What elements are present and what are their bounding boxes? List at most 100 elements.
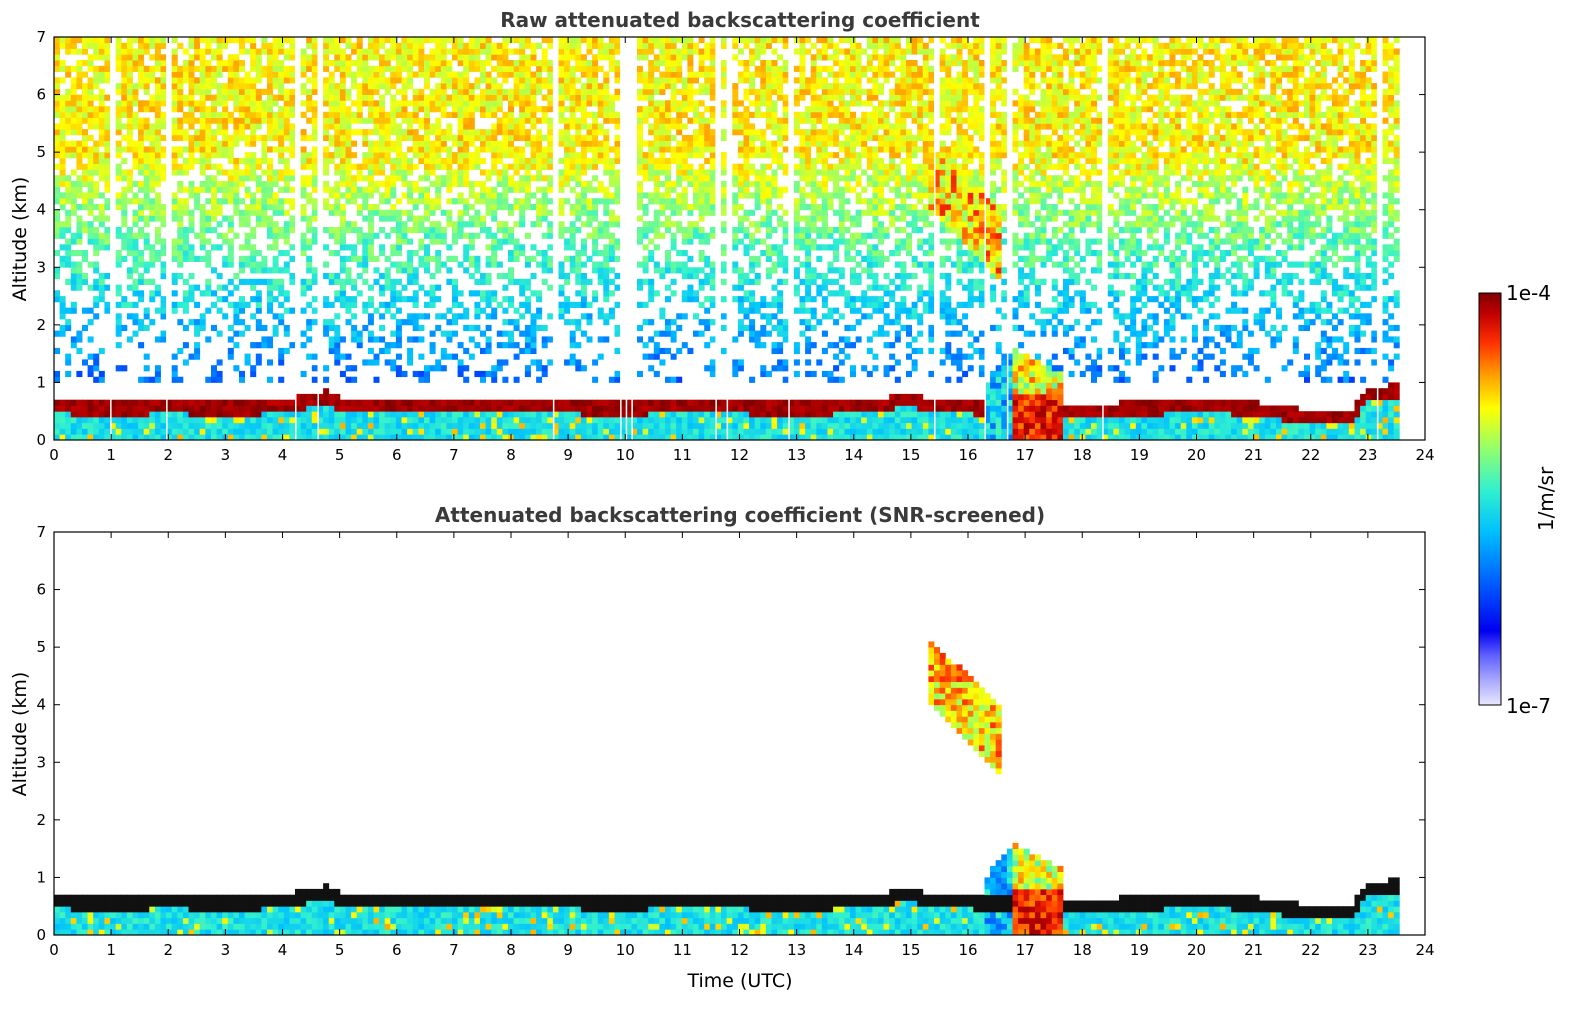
heatmap-cell: [138, 376, 145, 383]
heatmap-cell: [132, 301, 139, 308]
heatmap-cell: [435, 100, 442, 107]
heatmap-cell: [250, 123, 257, 130]
heatmap-cell: [485, 313, 492, 320]
heatmap-cell: [424, 192, 431, 199]
heatmap-cell: [65, 227, 72, 234]
heatmap-cell: [199, 319, 206, 326]
heatmap-cell: [194, 319, 201, 326]
heatmap-cell: [446, 100, 453, 107]
heatmap-cell: [670, 198, 677, 205]
heatmap-cell: [239, 434, 246, 441]
heatmap-cell: [138, 152, 145, 159]
heatmap-cell: [328, 324, 335, 332]
heatmap-cell: [76, 157, 83, 165]
heatmap-cell: [693, 411, 700, 418]
heatmap-cell: [59, 123, 66, 130]
heatmap-cell: [323, 301, 330, 308]
heatmap-cell: [603, 111, 610, 118]
heatmap-cell: [446, 134, 453, 142]
heatmap-cell: [463, 146, 470, 153]
heatmap-cell: [491, 42, 498, 49]
heatmap-cell: [205, 71, 212, 78]
heatmap-cell: [154, 290, 161, 297]
heatmap-cell: [407, 209, 414, 216]
heatmap-cell: [429, 146, 436, 153]
heatmap-cell: [171, 238, 178, 245]
heatmap-cell: [513, 278, 520, 285]
heatmap-cell: [328, 434, 335, 441]
heatmap-cell: [395, 100, 402, 107]
heatmap-cell: [502, 152, 509, 159]
heatmap-cell: [233, 77, 240, 84]
heatmap-cell: [524, 434, 531, 441]
heatmap-cell: [311, 129, 318, 136]
heatmap-cell: [345, 65, 352, 72]
heatmap-cell: [698, 227, 705, 234]
heatmap-cell: [637, 65, 644, 72]
heatmap-cell: [171, 405, 178, 412]
heatmap-cell: [250, 313, 257, 320]
heatmap-cell: [558, 422, 565, 429]
heatmap-cell: [424, 37, 431, 44]
heatmap-cell: [87, 134, 94, 142]
heatmap-cell: [541, 37, 548, 44]
heatmap-cell: [283, 267, 290, 274]
heatmap-cell: [311, 215, 318, 222]
heatmap-cell: [536, 129, 543, 136]
heatmap-cell: [154, 83, 161, 90]
heatmap-cell: [603, 227, 610, 234]
heatmap-cell: [693, 77, 700, 84]
heatmap-cell: [721, 37, 728, 44]
heatmap-cell: [199, 411, 206, 418]
heatmap-cell: [530, 106, 537, 113]
heatmap-cell: [143, 169, 150, 176]
heatmap-cell: [709, 169, 716, 176]
heatmap-cell: [199, 71, 206, 78]
heatmap-cell: [227, 152, 234, 159]
heatmap-cell: [143, 244, 150, 251]
data-gap: [625, 37, 628, 440]
heatmap-cell: [283, 146, 290, 153]
heatmap-cell: [323, 227, 330, 234]
heatmap-cell: [227, 244, 234, 251]
heatmap-cell: [306, 434, 313, 441]
heatmap-cell: [194, 186, 201, 193]
heatmap-cell: [379, 77, 386, 84]
heatmap-cell: [267, 399, 274, 406]
heatmap-cell: [659, 77, 666, 84]
heatmap-cell: [603, 48, 610, 55]
heatmap-cell: [345, 146, 352, 153]
heatmap-cell: [485, 336, 492, 343]
heatmap-cell: [468, 94, 475, 101]
heatmap-cell: [154, 37, 161, 44]
heatmap-cell: [384, 347, 391, 355]
heatmap-cell: [424, 232, 431, 239]
heatmap-cell: [104, 48, 111, 55]
heatmap-cell: [502, 296, 509, 303]
heatmap-cell: [367, 232, 374, 239]
heatmap-cell: [468, 186, 475, 193]
heatmap-cell: [160, 134, 167, 142]
heatmap-cell: [328, 301, 335, 308]
heatmap-cell: [659, 48, 666, 55]
heatmap-cell: [272, 180, 279, 188]
heatmap-cell: [637, 278, 644, 285]
heatmap-cell: [227, 353, 234, 360]
heatmap-cell: [648, 48, 655, 55]
heatmap-cell: [255, 296, 262, 303]
heatmap-cell: [558, 227, 565, 234]
heatmap-cell: [418, 175, 425, 182]
heatmap-cell: [138, 123, 145, 130]
heatmap-cell: [216, 376, 223, 383]
heatmap-cell: [597, 399, 604, 406]
heatmap-cell: [143, 48, 150, 55]
heatmap-cell: [362, 215, 369, 222]
heatmap-cell: [412, 250, 419, 257]
heatmap-cell: [608, 94, 615, 101]
heatmap-cell: [670, 146, 677, 153]
heatmap-cell: [272, 129, 279, 136]
heatmap-cell: [670, 152, 677, 159]
heatmap-cell: [379, 152, 386, 159]
heatmap-cell: [126, 71, 133, 78]
heatmap-cell: [54, 111, 61, 118]
